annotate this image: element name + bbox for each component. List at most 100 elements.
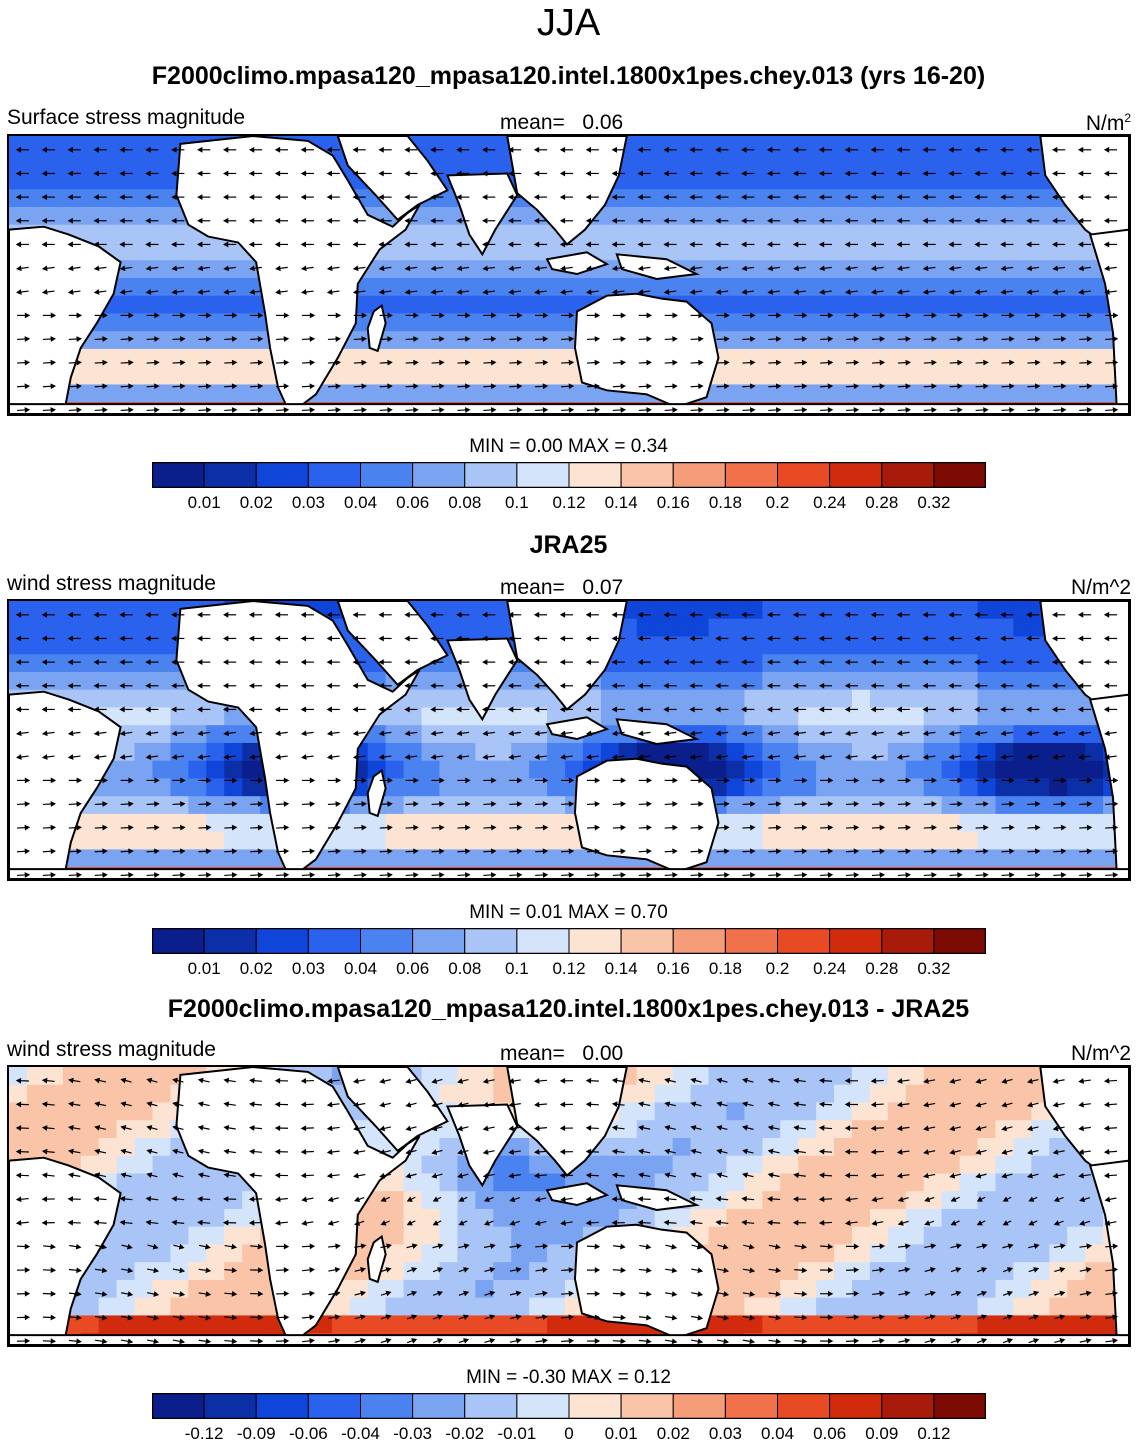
field-cell xyxy=(672,636,692,655)
vector-arrowhead xyxy=(378,754,385,760)
vector-arrowhead xyxy=(154,824,160,831)
vector-arrowhead xyxy=(792,194,799,201)
field-cell xyxy=(941,206,961,226)
field-cell xyxy=(941,313,961,332)
field-cell xyxy=(385,831,405,850)
vector-arrowhead xyxy=(560,265,566,272)
vector-arrowhead xyxy=(663,217,669,224)
field-cell xyxy=(385,1191,405,1210)
vector-arrowhead xyxy=(1052,289,1059,295)
field-cell xyxy=(152,242,171,261)
field-cell xyxy=(834,1120,853,1139)
field-cell xyxy=(170,313,189,332)
field-cell xyxy=(116,260,136,279)
field-cell xyxy=(475,153,494,172)
vector-arrowhead xyxy=(715,682,721,689)
vector-arrowhead xyxy=(1052,635,1058,642)
field-cell xyxy=(1013,189,1032,208)
field-cell xyxy=(726,1120,745,1139)
field-cell xyxy=(493,618,512,637)
field-cell xyxy=(816,689,835,708)
vector-arrowhead xyxy=(231,801,238,807)
vector-arrowhead xyxy=(801,336,808,342)
vector-arrowhead xyxy=(93,170,99,177)
field-cell xyxy=(977,313,996,332)
vector-arrowhead xyxy=(490,407,497,413)
field-cell xyxy=(851,277,871,297)
field-cell xyxy=(869,796,889,815)
field-cell xyxy=(798,295,817,314)
vector-arrowhead xyxy=(24,824,31,831)
field-cell xyxy=(1013,1208,1032,1228)
field-cell xyxy=(529,831,548,850)
field-cell xyxy=(780,348,799,368)
field-cell xyxy=(1013,1084,1032,1103)
field-cell xyxy=(977,671,996,691)
field-cell xyxy=(851,1155,871,1174)
field-cell xyxy=(493,1244,512,1263)
field-cell xyxy=(439,742,458,762)
vector-arrowhead xyxy=(767,194,773,201)
vector-arrowhead xyxy=(231,359,238,366)
field-cell xyxy=(116,1102,136,1121)
vector-arrowhead xyxy=(957,383,963,390)
field-cell xyxy=(152,295,171,314)
vector-arrowhead xyxy=(870,730,877,737)
vector-arrowhead xyxy=(948,659,954,666)
field-cell xyxy=(1013,348,1032,368)
field-cell xyxy=(349,831,369,850)
vector-arrowhead xyxy=(594,824,601,831)
field-cell xyxy=(439,796,458,815)
field-cell xyxy=(816,654,835,673)
vector-arrowhead xyxy=(1060,359,1067,366)
colorbar-tick-label: 0.03 xyxy=(291,493,325,512)
field-cell xyxy=(798,1191,817,1210)
colorbar-tick-label: 0.32 xyxy=(917,959,951,978)
field-cell xyxy=(780,618,799,637)
field-cell xyxy=(1031,189,1050,208)
field-cell xyxy=(385,778,405,797)
field-cell xyxy=(798,384,817,403)
field-cell xyxy=(869,725,889,744)
field-cell xyxy=(116,1067,136,1086)
field-cell xyxy=(636,654,656,673)
field-cell xyxy=(1085,796,1104,815)
vector-arrowhead xyxy=(171,611,177,618)
vector-arrowhead xyxy=(119,635,125,642)
field-cell xyxy=(44,136,64,155)
field-cell xyxy=(582,1155,602,1174)
vector-arrowhead xyxy=(309,872,316,878)
field-cell xyxy=(1085,760,1104,779)
field-cell xyxy=(744,1208,763,1228)
vector-arrowhead xyxy=(776,312,782,319)
vector-arrowhead xyxy=(76,407,82,413)
field-cell xyxy=(457,242,476,261)
field-cell xyxy=(152,136,171,155)
field-cell xyxy=(1031,1173,1050,1192)
field-cell xyxy=(529,689,548,708)
field-cell xyxy=(708,136,727,155)
vector-arrowhead xyxy=(222,706,229,713)
vector-arrowhead xyxy=(361,824,367,831)
field-cell xyxy=(242,1244,261,1263)
field-cell xyxy=(188,1208,207,1228)
vector-arrowhead xyxy=(1026,635,1032,642)
field-cell xyxy=(851,725,871,744)
field-cell xyxy=(457,1226,476,1245)
vector-arrowhead xyxy=(67,265,74,272)
vector-arrowhead xyxy=(672,312,678,319)
field-cell xyxy=(780,331,799,350)
field-cell xyxy=(959,1102,979,1121)
vector-arrowhead xyxy=(853,872,860,878)
field-cell xyxy=(834,384,853,403)
vector-arrowhead xyxy=(594,872,601,878)
vector-arrowhead xyxy=(1104,730,1110,737)
vector-arrowhead xyxy=(974,146,980,153)
colorbar-swatch xyxy=(152,462,205,488)
field-cell xyxy=(1067,778,1086,797)
field-cell xyxy=(80,1120,100,1139)
vector-arrowhead xyxy=(465,777,471,784)
field-cell xyxy=(654,189,674,208)
field-cell xyxy=(941,849,961,868)
field-cell xyxy=(905,849,925,868)
